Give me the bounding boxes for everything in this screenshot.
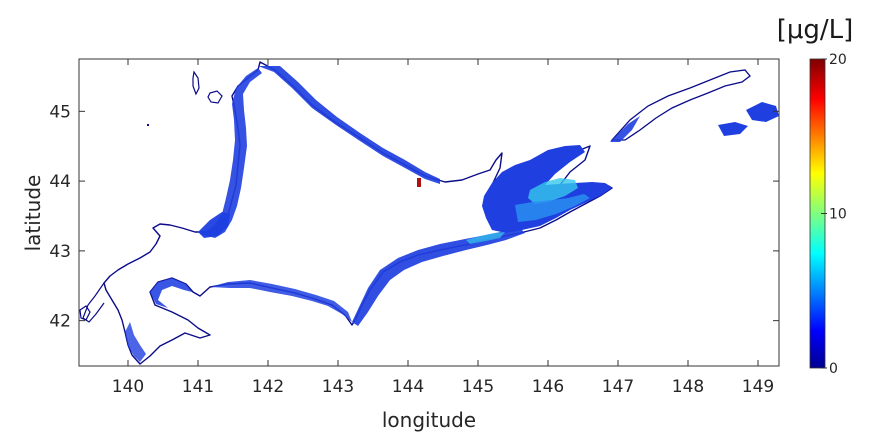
x-tick-label: 143 xyxy=(322,377,354,397)
nemuro-strait-high xyxy=(528,178,578,204)
colorbar-unit: [μg/L] xyxy=(777,15,854,45)
y-tick-label: 44 xyxy=(49,172,71,192)
x-tick-label: 146 xyxy=(532,377,564,397)
nemuro-strait-mid xyxy=(515,194,590,222)
x-tick-label: 147 xyxy=(602,377,634,397)
kunashiri-band xyxy=(610,116,640,142)
colorbar-tick-label: 0 xyxy=(829,361,838,377)
x-tick-label: 141 xyxy=(182,377,214,397)
x-tick-label: 145 xyxy=(462,377,494,397)
rebun-island xyxy=(192,70,200,96)
y-tick-label: 45 xyxy=(49,102,71,122)
iturup-island xyxy=(718,122,748,136)
x-tick-label: 148 xyxy=(672,377,704,397)
x-tick-label: 140 xyxy=(112,377,144,397)
x-tick-label: 142 xyxy=(252,377,284,397)
okhotsk-coast-band xyxy=(258,66,440,184)
y-axis: 42 43 44 45 xyxy=(49,102,779,332)
south-coast-band xyxy=(210,280,352,322)
y-tick-label: 42 xyxy=(49,312,71,332)
okhotsk-hotspot xyxy=(417,178,421,187)
colorbar-tick-label: 20 xyxy=(829,52,847,68)
kunashiri-island xyxy=(610,69,751,141)
rishiri-island xyxy=(207,90,223,104)
uchiura-bay-band xyxy=(150,278,192,308)
kushiro-coast-band xyxy=(466,232,505,244)
colorbar: 0 10 20 [μg/L] xyxy=(777,15,854,377)
iturup-island-east xyxy=(746,102,779,122)
colorbar-ticks: 0 10 20 xyxy=(821,52,847,377)
map-speck xyxy=(147,124,149,126)
plot-area xyxy=(78,58,780,367)
southwest-peninsula-coast xyxy=(82,282,105,323)
okushiri-island xyxy=(79,305,91,321)
colorbar-tick-label: 10 xyxy=(829,207,847,223)
japan-sea-coast-band xyxy=(200,68,262,238)
map-layer xyxy=(79,61,779,365)
y-axis-label: latitude xyxy=(21,175,45,252)
x-axis-label: longitude xyxy=(382,408,476,432)
y-tick-label: 43 xyxy=(49,242,71,262)
x-tick-label: 149 xyxy=(742,377,774,397)
x-tick-label: 144 xyxy=(392,377,424,397)
pacific-coast-band xyxy=(352,228,525,326)
ishikari-bay-band xyxy=(198,212,230,238)
southwest-band xyxy=(125,322,146,362)
x-axis: 140 141 142 143 144 145 146 147 148 149 xyxy=(112,59,774,397)
